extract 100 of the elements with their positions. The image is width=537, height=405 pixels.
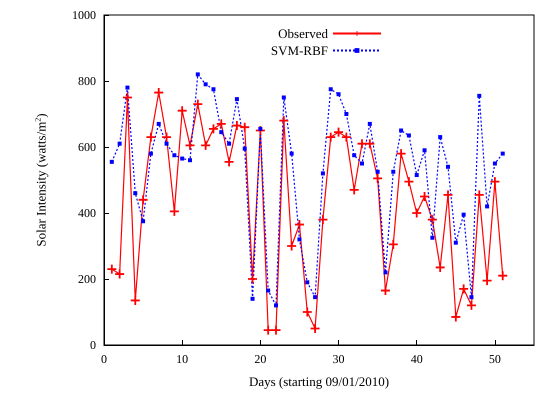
point xyxy=(477,94,482,98)
point xyxy=(428,215,437,224)
point xyxy=(146,132,156,142)
point xyxy=(216,119,226,128)
point xyxy=(297,237,302,242)
point xyxy=(201,140,210,150)
y-tick-label: 800 xyxy=(78,74,96,88)
point xyxy=(196,72,200,76)
point xyxy=(380,286,390,296)
point xyxy=(125,86,130,90)
point xyxy=(242,146,247,151)
point xyxy=(430,236,434,240)
y-tick-label: 1000 xyxy=(72,8,96,22)
x-axis-title: Days (starting 09/01/2010) xyxy=(248,374,390,389)
point xyxy=(180,156,184,161)
point xyxy=(320,171,325,176)
point xyxy=(107,264,116,274)
point xyxy=(115,270,124,279)
point xyxy=(396,149,406,158)
point xyxy=(399,128,404,132)
point xyxy=(466,300,476,310)
point xyxy=(326,132,336,142)
point xyxy=(360,162,364,166)
point xyxy=(193,100,202,109)
point xyxy=(383,270,388,274)
point xyxy=(436,262,445,272)
point xyxy=(148,152,153,156)
point xyxy=(344,112,348,116)
point xyxy=(219,130,224,134)
point xyxy=(211,87,216,92)
y-tick-label: 400 xyxy=(78,206,96,220)
point xyxy=(404,177,414,186)
point xyxy=(446,164,450,169)
point xyxy=(170,206,179,216)
point xyxy=(250,296,255,301)
point xyxy=(290,152,294,156)
x-tick-label: 0 xyxy=(101,352,107,366)
point xyxy=(492,162,497,166)
point xyxy=(358,139,366,148)
x-tick-label: 10 xyxy=(176,352,188,366)
point xyxy=(454,240,458,245)
point xyxy=(420,192,430,201)
point xyxy=(482,276,492,286)
y-tick-label: 600 xyxy=(78,140,96,154)
point xyxy=(138,195,148,204)
point xyxy=(272,326,280,335)
x-tick-label: 40 xyxy=(410,352,423,366)
point xyxy=(156,122,161,126)
point xyxy=(376,170,380,174)
legend-label: SVM-RBF xyxy=(270,43,328,58)
point xyxy=(118,142,122,146)
point xyxy=(232,121,242,130)
point xyxy=(350,185,359,194)
point xyxy=(294,220,304,230)
point xyxy=(274,303,278,308)
point xyxy=(224,157,234,166)
point xyxy=(204,82,208,86)
point xyxy=(282,96,286,100)
point xyxy=(122,93,132,102)
point xyxy=(328,87,333,92)
point xyxy=(279,116,288,126)
point xyxy=(444,190,452,200)
point xyxy=(172,153,176,158)
point xyxy=(264,326,273,335)
point xyxy=(110,160,114,164)
point xyxy=(188,158,192,162)
legend-label: Observed xyxy=(278,26,328,41)
point xyxy=(438,135,442,140)
point xyxy=(368,122,372,126)
point xyxy=(141,219,146,224)
point xyxy=(490,177,500,186)
point xyxy=(451,312,460,322)
point xyxy=(334,128,344,137)
point xyxy=(459,284,468,294)
point xyxy=(485,204,490,208)
point xyxy=(162,132,172,142)
point xyxy=(412,208,422,218)
point xyxy=(287,242,296,250)
point xyxy=(130,296,140,305)
point xyxy=(414,173,419,178)
point xyxy=(406,133,411,138)
point xyxy=(164,142,169,146)
point xyxy=(133,191,138,196)
y-tick-label: 0 xyxy=(90,338,96,352)
x-tick-label: 50 xyxy=(488,352,501,366)
point xyxy=(336,92,341,96)
point xyxy=(462,212,466,217)
point xyxy=(352,153,356,158)
x-tick-label: 20 xyxy=(254,352,266,366)
y-tick-label: 200 xyxy=(78,272,96,286)
point xyxy=(305,280,310,284)
point xyxy=(474,190,484,200)
point xyxy=(154,88,164,98)
point xyxy=(342,132,351,142)
point xyxy=(310,324,320,333)
point xyxy=(302,308,312,316)
point xyxy=(422,148,427,152)
y-axis-title: Solar Intensity (watts/m2) xyxy=(34,113,48,247)
point xyxy=(318,215,328,224)
point xyxy=(186,140,194,150)
